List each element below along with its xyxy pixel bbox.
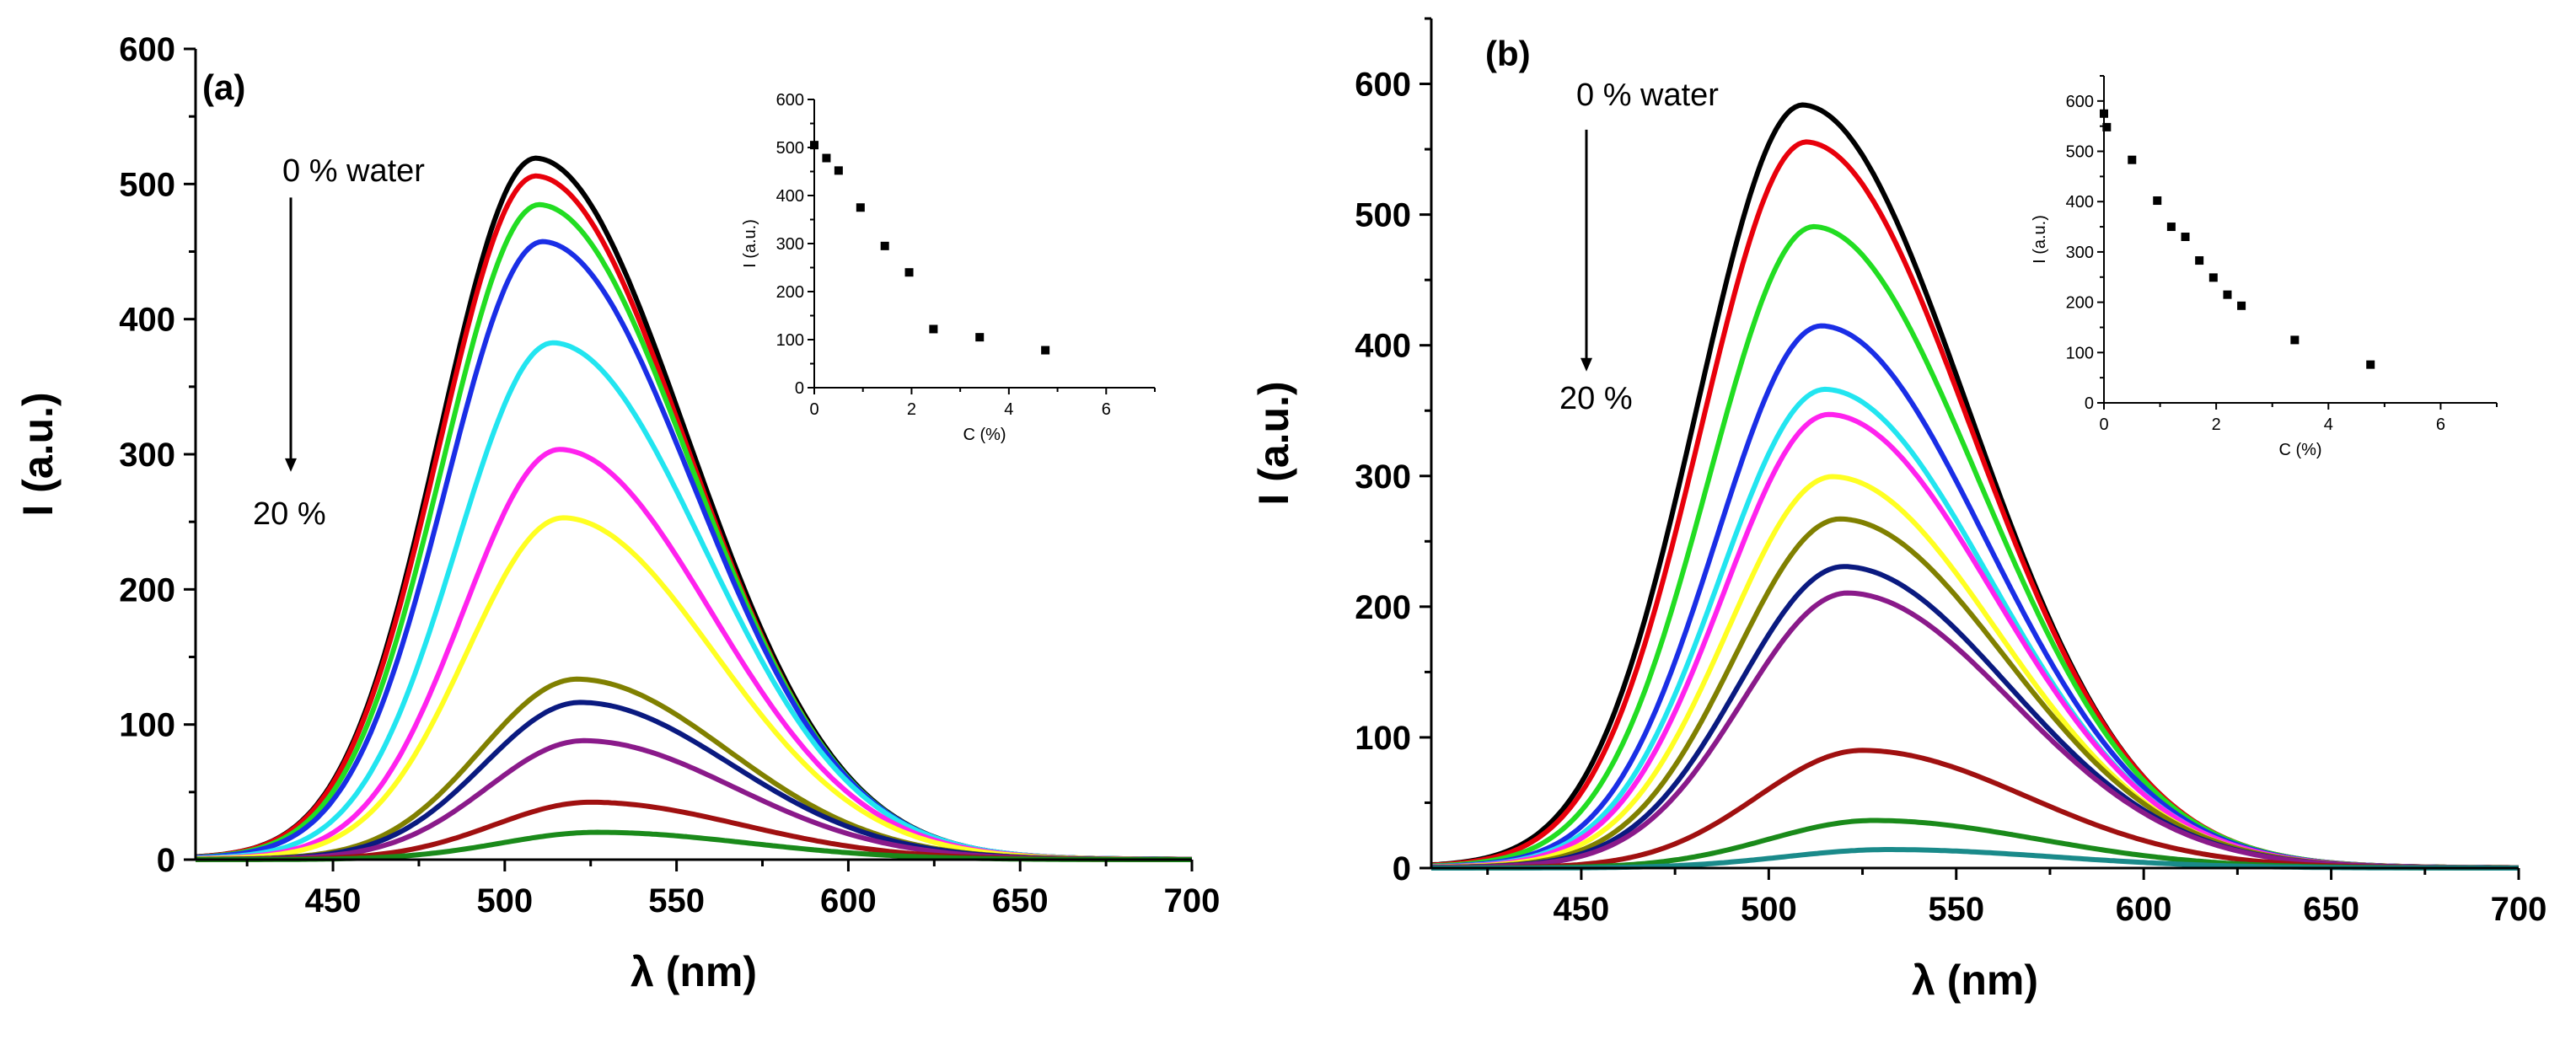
annotation-bottom: 20 % [1559, 381, 1633, 416]
inset-x-tick-label: 2 [907, 400, 916, 419]
inset-data-point [822, 153, 831, 163]
x-tick-label: 550 [648, 882, 705, 919]
spectrum-line-1 [195, 155, 1192, 862]
x-tick-label: 550 [1928, 891, 1984, 928]
inset-data-point [2290, 335, 2300, 345]
spectrum-line-2 [195, 173, 1192, 862]
inset-x-axis-title: C (%) [963, 426, 1006, 444]
inset-data-point [834, 166, 843, 175]
x-tick-label: 450 [1554, 891, 1610, 928]
inset-chart: 0 2 4 6 0 100 200 300 400 500 600 C (%) I (a.u.) [741, 91, 1156, 444]
inset-chart: 0 2 4 6 0 100 200 300 400 500 600 C (%) I (a.u.) [2031, 75, 2498, 459]
panel-label: (a) [202, 67, 245, 107]
x-axis-title: λ (nm) [1912, 957, 2038, 1004]
inset-data-point [1041, 346, 1050, 355]
inset-data-point [2100, 109, 2108, 118]
inset-y-tick-label: 200 [2066, 294, 2094, 313]
x-tick-label: 650 [2303, 891, 2359, 928]
y-tick-label: 600 [119, 31, 175, 68]
inset-x-tick-label: 0 [2099, 415, 2108, 434]
inset-y-tick-label: 200 [776, 283, 804, 302]
inset-x-tick-label: 4 [1004, 400, 1013, 419]
inset-x-tick-label: 2 [2212, 415, 2221, 434]
x-tick-label: 450 [305, 882, 362, 919]
y-tick-label: 100 [119, 707, 175, 744]
y-tick-label: 0 [1393, 850, 1411, 887]
inset-y-tick-label: 0 [795, 379, 804, 398]
inset-y-axis-title: I (a.u.) [741, 219, 759, 268]
y-tick-label: 300 [119, 437, 175, 474]
y-tick-label: 500 [1355, 197, 1411, 234]
spectrum-line-1 [1430, 102, 2519, 871]
y-tick-label: 300 [1355, 458, 1411, 496]
inset-y-tick-label: 400 [776, 187, 804, 206]
inset-data-point [2366, 360, 2375, 369]
inset-data-point [2223, 290, 2232, 299]
inset-y-tick-label: 100 [776, 331, 804, 350]
spectrum-line-6 [1430, 411, 2519, 871]
y-tick-label: 400 [1355, 328, 1411, 365]
inset-data-point [2237, 301, 2246, 310]
x-tick-label: 700 [1164, 882, 1221, 919]
inset-x-tick-label: 6 [1102, 400, 1111, 419]
x-tick-label: 500 [476, 882, 533, 919]
y-tick-label: 100 [1355, 720, 1411, 757]
spectra-series [1430, 102, 2520, 871]
inset-data-point [2166, 222, 2176, 232]
annotation-top: 0 % water [1576, 78, 1719, 113]
y-tick-label: 0 [157, 842, 175, 879]
inset-y-tick-label: 400 [2066, 193, 2094, 212]
x-axis-title: λ (nm) [631, 948, 757, 995]
spectrum-line-6 [196, 447, 1193, 862]
inset-data-point [975, 333, 985, 342]
y-axis-title: I (a.u.) [14, 392, 62, 516]
y-tick-label: 500 [119, 166, 175, 203]
inset-y-tick-label: 600 [776, 91, 804, 110]
y-axis-title: I (a.u.) [1250, 381, 1297, 505]
inset-x-tick-label: 6 [2436, 415, 2445, 434]
y-tick-label: 200 [1355, 589, 1411, 626]
arrow-head [1580, 357, 1592, 372]
arrow-head [285, 458, 297, 472]
x-tick-label: 500 [1741, 891, 1797, 928]
annotation-bottom: 20 % [253, 496, 326, 532]
inset-data-point [2128, 155, 2137, 164]
inset-y-axis-title: I (a.u.) [2031, 215, 2049, 264]
inset-data-point [929, 324, 938, 334]
inset-y-tick-label: 100 [2066, 344, 2094, 362]
inset-data-point [810, 141, 818, 150]
x-tick-label: 600 [820, 882, 877, 919]
y-tick-label: 200 [119, 571, 175, 608]
x-tick-label: 650 [992, 882, 1049, 919]
inset-y-tick-label: 0 [2085, 394, 2094, 413]
inset-x-tick-label: 0 [809, 400, 818, 419]
inset-y-tick-label: 500 [2066, 143, 2094, 162]
inset-x-tick-label: 4 [2324, 415, 2333, 434]
inset-data-point [880, 241, 889, 250]
annotation-top: 0 % water [282, 153, 425, 189]
inset-data-point [2153, 196, 2162, 206]
spectrum-line-7 [1430, 474, 2520, 871]
x-tick-label: 600 [2116, 891, 2172, 928]
inset-data-point [856, 203, 865, 212]
y-tick-label: 600 [1355, 67, 1411, 104]
inset-y-tick-label: 300 [776, 235, 804, 254]
inset-data-point [2195, 256, 2204, 265]
inset-x-axis-title: C (%) [2278, 441, 2321, 459]
inset-y-tick-label: 500 [776, 139, 804, 158]
inset-data-point [2181, 233, 2190, 242]
panel-label: (b) [1485, 34, 1531, 73]
inset-data-point [904, 268, 914, 277]
spectra-series [195, 155, 1193, 862]
inset-y-tick-label: 300 [2066, 244, 2094, 262]
inset-data-point [2208, 273, 2218, 282]
inset-data-point [2102, 122, 2112, 131]
inset-y-tick-label: 600 [2066, 93, 2094, 111]
y-tick-label: 400 [119, 302, 175, 339]
x-tick-label: 700 [2491, 891, 2547, 928]
